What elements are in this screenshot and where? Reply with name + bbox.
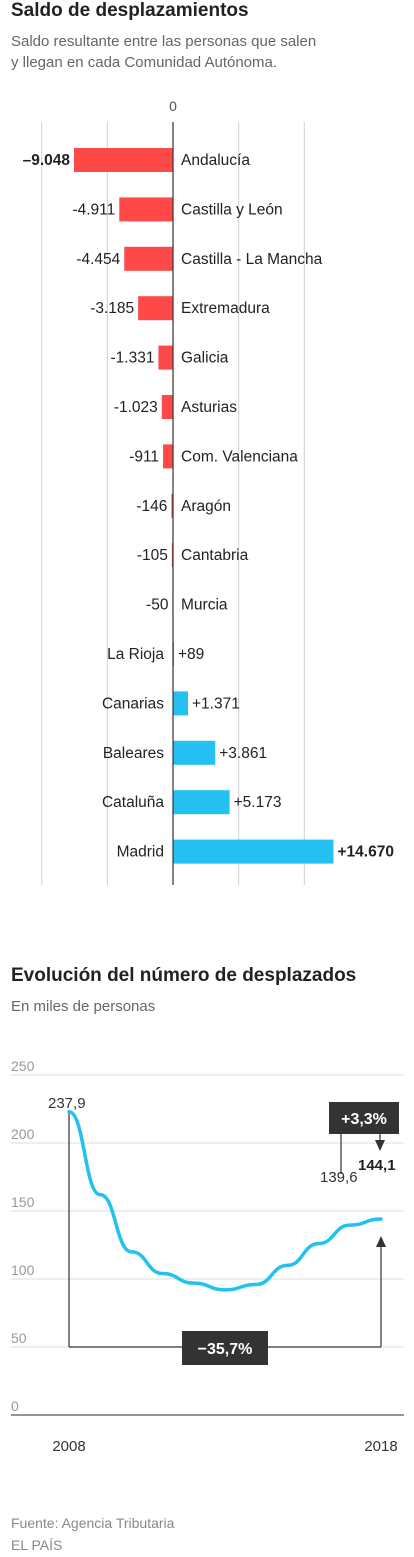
decrease-badge [182, 1331, 268, 1365]
bar-Aragón [171, 493, 173, 518]
increase-badge [329, 1102, 399, 1134]
increase-badge-label: +3,3% [341, 1111, 387, 1128]
down-arrow-icon [375, 1140, 385, 1151]
y-tick-label: 50 [11, 1330, 27, 1346]
category-label: Andalucía [181, 152, 250, 169]
value-label: -3.185 [90, 300, 134, 317]
start-value-label: 237,9 [48, 1095, 86, 1112]
value-label: +1.371 [192, 695, 240, 712]
category-label: Castilla y León [181, 201, 283, 218]
value-label: +89 [178, 646, 204, 663]
prev-value-label: 139,6 [320, 1169, 358, 1186]
value-label: -1.023 [114, 399, 158, 416]
y-tick-label: 100 [11, 1262, 35, 1278]
value-label: -4.454 [76, 251, 120, 268]
bar-Canarias [173, 691, 188, 716]
publisher-name: EL PAÍS [11, 1537, 63, 1553]
balance-bar-chart: 0 –9.048 Andalucía -4.911 Castilla y León -4.… [23, 98, 394, 885]
bar-Baleares [173, 740, 216, 765]
value-label: -50 [146, 597, 169, 614]
category-label: Cantabria [181, 547, 249, 564]
value-label: -911 [129, 448, 159, 465]
value-label: -1.331 [110, 350, 154, 367]
displaced-line-chart: 0 50 100 150 200 250 +3,3% −35,7% 237,9 139,6144,… [11, 1060, 404, 1455]
category-label: Baleares [103, 745, 164, 762]
up-arrow-icon [376, 1236, 386, 1248]
bar-Madrid [173, 839, 334, 864]
value-label: –9.048 [23, 152, 71, 169]
bar-Cataluña [173, 790, 230, 815]
category-label: Extremadura [181, 300, 270, 317]
bar-Asturias [161, 395, 173, 419]
y-tick-label: 150 [11, 1194, 35, 1210]
y-tick-label: 250 [11, 1060, 35, 1074]
decrease-badge-label: −35,7% [198, 1341, 253, 1358]
category-label: Com. Valenciana [181, 448, 298, 465]
value-label: -146 [136, 498, 167, 515]
category-label: Aragón [181, 498, 231, 515]
category-label: Murcia [181, 597, 228, 614]
bar-Galicia [158, 345, 173, 370]
chart1-subtitle-line1: Saldo resultante entre las personas que … [11, 33, 317, 50]
category-label: La Rioja [107, 646, 164, 663]
chart2-title: Evolución del número de desplazados [11, 965, 357, 986]
zero-tick-label: 0 [169, 98, 177, 114]
chart1-subtitle-line2: y llegan en cada Comunidad Autónoma. [11, 54, 278, 71]
x-tick-label: 2018 [364, 1438, 397, 1455]
x-tick-label: 2008 [52, 1438, 85, 1455]
category-label: Canarias [102, 695, 164, 712]
category-label: Madrid [117, 844, 164, 861]
series-line [67, 1109, 383, 1292]
bar-Andalucía [74, 148, 173, 172]
value-label: +3.861 [219, 745, 267, 762]
chart1-subtitle: Saldo resultante entre las personas que … [11, 31, 316, 73]
bar-Com. Valenciana [163, 444, 173, 469]
y-tick-label: 200 [11, 1126, 35, 1142]
y-tick-label: 0 [11, 1398, 19, 1414]
value-label: +5.173 [234, 794, 282, 811]
category-label: Asturias [181, 399, 237, 416]
end-value-label: 144,1 [358, 1157, 396, 1174]
category-label: Castilla - La Mancha [181, 251, 323, 268]
value-label: -105 [137, 547, 168, 564]
bar-Castilla y León [119, 197, 173, 222]
value-label: -4.911 [72, 201, 115, 218]
bar-Castilla - La Mancha [124, 246, 173, 271]
chart1-title: Saldo de desplazamientos [11, 0, 249, 21]
value-label: +14.670 [338, 844, 394, 861]
chart2-subtitle: En miles de personas [11, 998, 156, 1015]
bar-Extremadura [138, 296, 173, 321]
source-note: Fuente: Agencia Tributaria [11, 1515, 175, 1531]
category-label: Cataluña [102, 794, 164, 811]
category-label: Galicia [181, 350, 229, 367]
